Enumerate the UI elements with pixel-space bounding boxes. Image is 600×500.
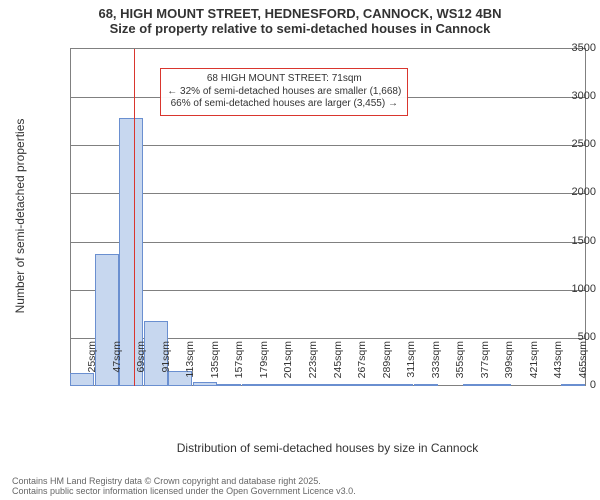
footer-line-2: Contains public sector information licen… [12, 486, 356, 496]
x-tick-label: 69sqm [135, 341, 147, 391]
y-tick-label: 1500 [532, 235, 596, 247]
y-axis-title: Number of semi-detached properties [13, 106, 27, 326]
annotation-line-3: 66% of semi-detached houses are larger (… [167, 98, 401, 111]
annotation-line-2: ← 32% of semi-detached houses are smalle… [167, 86, 401, 99]
footer-line-1: Contains HM Land Registry data © Crown c… [12, 476, 356, 486]
y-tick-label: 3500 [532, 42, 596, 54]
x-tick-label: 201sqm [282, 341, 294, 391]
chart-footer: Contains HM Land Registry data © Crown c… [12, 476, 356, 496]
x-tick-label: 157sqm [233, 341, 245, 391]
x-axis-title: Distribution of semi-detached houses by … [70, 441, 585, 455]
gridline [70, 193, 585, 194]
title-line-2: Size of property relative to semi-detach… [0, 21, 600, 36]
x-tick-label: 113sqm [184, 341, 196, 391]
y-tick-label: 2500 [532, 138, 596, 150]
y-tick-label: 1000 [532, 283, 596, 295]
x-tick-label: 91sqm [160, 341, 172, 391]
x-tick-label: 333sqm [430, 341, 442, 391]
x-tick-label: 47sqm [111, 341, 123, 391]
annotation-line-1: 68 HIGH MOUNT STREET: 71sqm [167, 73, 401, 86]
x-tick-label: 465sqm [577, 341, 589, 391]
annotation-box: 68 HIGH MOUNT STREET: 71sqm← 32% of semi… [160, 68, 408, 116]
gridline [70, 290, 585, 291]
x-tick-label: 443sqm [552, 341, 564, 391]
x-tick-label: 377sqm [479, 341, 491, 391]
x-tick-label: 25sqm [86, 341, 98, 391]
x-tick-label: 421sqm [528, 341, 540, 391]
x-tick-label: 179sqm [258, 341, 270, 391]
gridline [70, 145, 585, 146]
y-tick-label: 3000 [532, 90, 596, 102]
y-tick-label: 2000 [532, 186, 596, 198]
x-tick-label: 399sqm [503, 341, 515, 391]
x-tick-label: 267sqm [356, 341, 368, 391]
chart-titles: 68, HIGH MOUNT STREET, HEDNESFORD, CANNO… [0, 6, 600, 36]
x-tick-label: 355sqm [454, 341, 466, 391]
title-line-1: 68, HIGH MOUNT STREET, HEDNESFORD, CANNO… [0, 6, 600, 21]
chart-container: 68, HIGH MOUNT STREET, HEDNESFORD, CANNO… [0, 0, 600, 500]
gridline [70, 242, 585, 243]
x-tick-label: 135sqm [209, 341, 221, 391]
x-tick-label: 223sqm [307, 341, 319, 391]
x-tick-label: 311sqm [405, 341, 417, 391]
x-tick-label: 245sqm [332, 341, 344, 391]
reference-line [134, 49, 135, 386]
x-tick-label: 289sqm [381, 341, 393, 391]
plot-area: 68 HIGH MOUNT STREET: 71sqm← 32% of semi… [70, 48, 586, 386]
